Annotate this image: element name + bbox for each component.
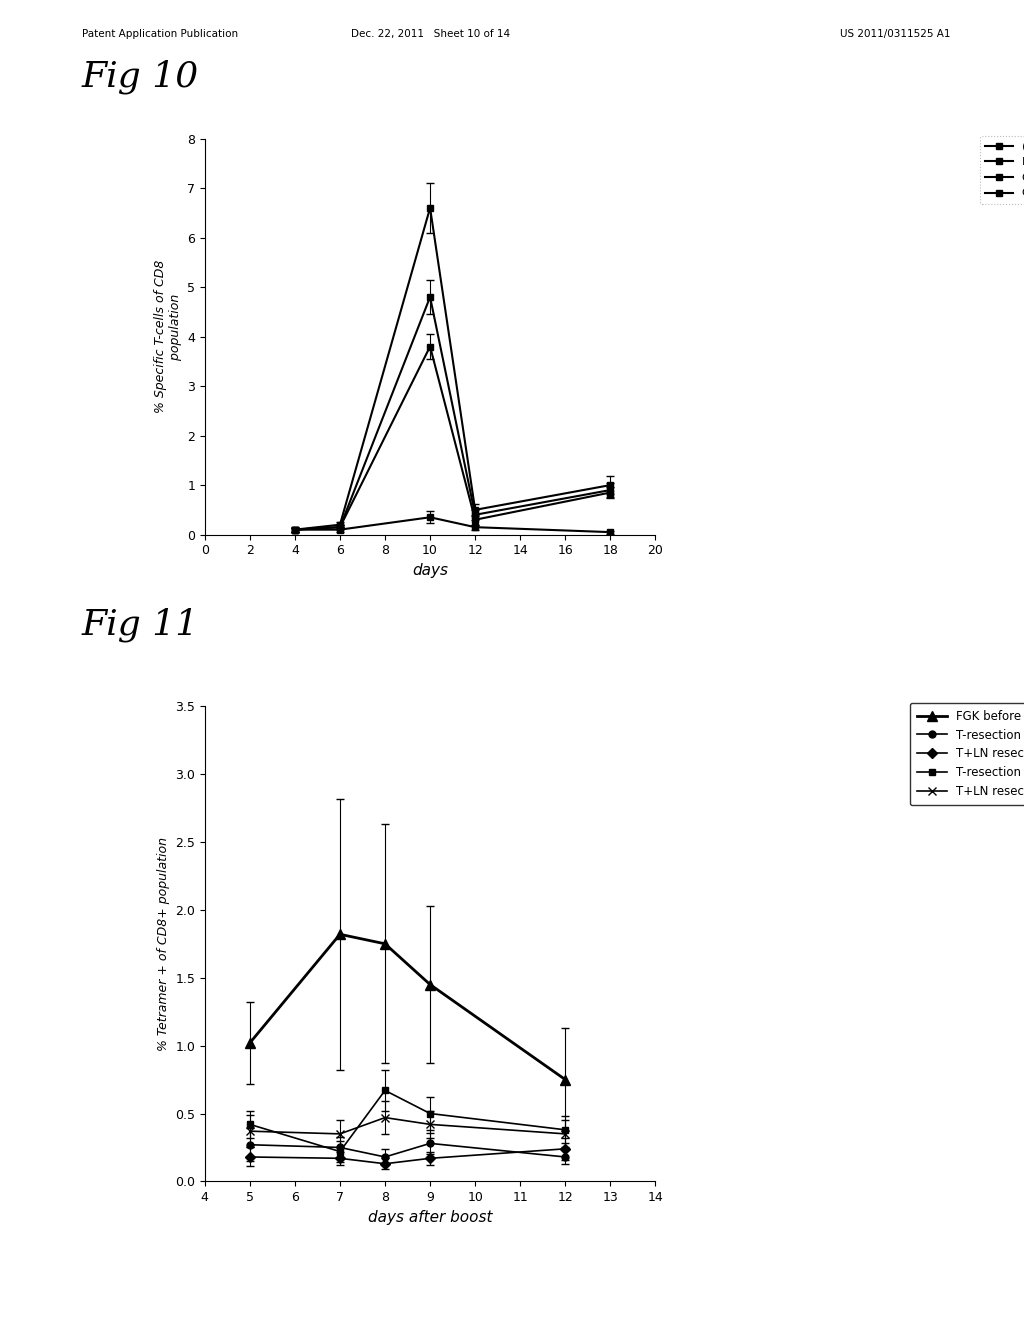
Text: US 2011/0311525 A1: US 2011/0311525 A1 — [840, 29, 950, 40]
Text: Fig 11: Fig 11 — [82, 607, 200, 642]
Text: Dec. 22, 2011   Sheet 10 of 14: Dec. 22, 2011 Sheet 10 of 14 — [350, 29, 510, 40]
X-axis label: days after boost: days after boost — [368, 1209, 493, 1225]
X-axis label: days: days — [412, 562, 449, 578]
Y-axis label: % Tetramer + of CD8+ population: % Tetramer + of CD8+ population — [157, 837, 170, 1051]
Legend: (-), FGK, CTLA-4 bl., CTLA-4 bl. + FGK: (-), FGK, CTLA-4 bl., CTLA-4 bl. + FGK — [980, 136, 1024, 205]
Y-axis label: % Specific T-cells of CD8
     population: % Specific T-cells of CD8 population — [154, 260, 181, 413]
Text: Fig 10: Fig 10 — [82, 59, 200, 94]
Text: Patent Application Publication: Patent Application Publication — [82, 29, 238, 40]
Legend: FGK before T+LN resection, T-resection, T+LN resection, T-resection + FGK, T+LN : FGK before T+LN resection, T-resection, … — [910, 702, 1024, 805]
